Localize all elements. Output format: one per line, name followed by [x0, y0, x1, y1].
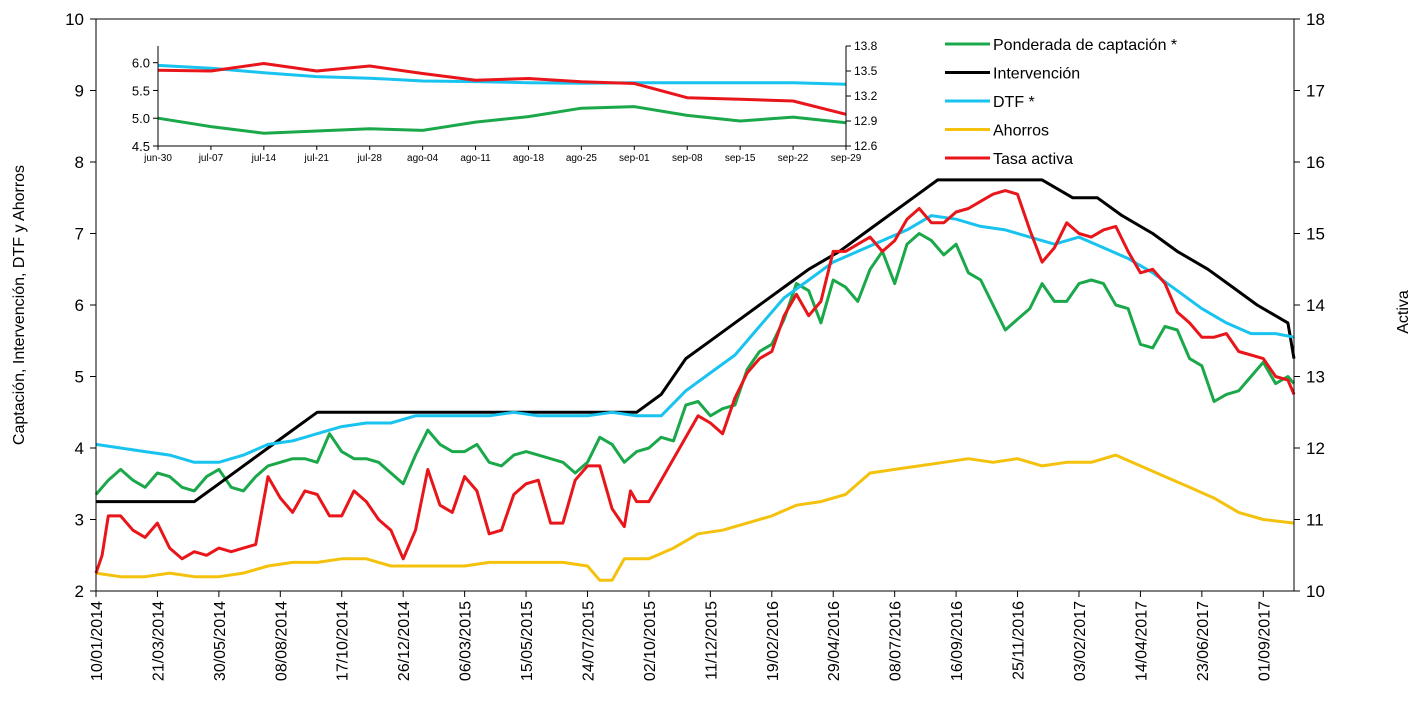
inset-x-axis: jun-30 jul-07 jul-14 jul-21 jul-28 ago-04 ago-…: [143, 146, 862, 164]
left-tick-label: 7: [75, 225, 84, 244]
inset-left-tick-label: 4.5: [132, 139, 150, 154]
inset-x-tick-label: sep-01: [619, 153, 650, 164]
x-tick-label: 30/05/2014: [212, 601, 229, 681]
x-tick-label: 06/03/2015: [458, 601, 475, 681]
inset-series-line-2: [157, 62, 847, 116]
x-tick-label: 21/03/2014: [150, 601, 167, 681]
main-x-axis: 10/01/2014 21/03/2014 30/05/2014 08/08/2014…: [89, 591, 1273, 681]
left-axis-label: Captación, Intervención, DTF y Ahorros: [11, 165, 28, 445]
left-tick-label: 2: [75, 582, 84, 601]
inset-left-tick-label: 5.5: [132, 83, 150, 98]
main-series-group: [94, 178, 1296, 582]
right-axis-label: Activa: [1395, 290, 1412, 334]
series-line-tasa-activa: [94, 189, 1296, 574]
right-tick-label: 14: [1306, 296, 1325, 315]
main-left-axis: 2 3 4 5 6 7 8 9 10: [65, 10, 96, 601]
legend-label-dtf: DTF *: [993, 94, 1035, 111]
left-tick-label: 10: [65, 10, 84, 29]
inset-right-axis: 12.6 12.9 13.2 13.5 13.8: [846, 39, 878, 153]
x-tick-label: 14/04/2017: [1133, 601, 1150, 681]
inset-x-tick-label: sep-08: [672, 153, 703, 164]
x-tick-label: 26/12/2014: [396, 601, 413, 681]
x-tick-label: 11/12/2015: [703, 601, 720, 680]
left-tick-label: 5: [75, 368, 84, 387]
inset-right-tick-label: 13.8: [854, 39, 878, 53]
inset-x-tick-label: ago-04: [407, 153, 439, 164]
inset-x-tick-label: ago-18: [513, 153, 545, 164]
inset-x-tick-label: jul-21: [304, 153, 330, 164]
right-tick-label: 18: [1306, 10, 1325, 29]
right-tick-label: 12: [1306, 439, 1325, 458]
right-tick-label: 10: [1306, 582, 1325, 601]
legend-label-ahorros: Ahorros: [993, 123, 1049, 140]
legend-label-ponderada-de-captacion: Ponderada de captación *: [993, 37, 1177, 54]
x-tick-label: 25/11/2016: [1011, 601, 1028, 680]
inset-right-tick-label: 13.2: [854, 89, 878, 103]
left-tick-label: 3: [75, 511, 84, 530]
inset-left-axis: 4.5 5.0 5.5 6.0: [132, 56, 158, 154]
x-tick-label: 01/09/2017: [1256, 601, 1273, 681]
inset-series-group: [157, 62, 847, 135]
series-line-ponderada-de-captacion: [94, 232, 1296, 496]
x-tick-label: 10/01/2014: [89, 601, 106, 681]
inset-plot: 4.5 5.0 5.5 6.0 12.6 12.9 13.2 13.5 13.8 jun-30…: [132, 39, 878, 164]
series-line-ahorros: [95, 453, 1295, 582]
x-tick-label: 19/02/2016: [765, 601, 782, 681]
left-tick-label: 9: [75, 82, 84, 101]
inset-left-tick-label: 6.0: [132, 56, 150, 71]
right-tick-label: 13: [1306, 368, 1325, 387]
inset-x-tick-label: sep-29: [831, 153, 862, 164]
x-tick-label: 03/02/2017: [1072, 601, 1089, 681]
x-tick-label: 08/07/2016: [888, 601, 905, 681]
x-tick-label: 02/10/2015: [642, 601, 659, 681]
inset-series-line-0: [157, 105, 847, 135]
x-tick-label: 24/07/2015: [581, 601, 598, 681]
left-tick-label: 8: [75, 153, 84, 172]
left-tick-label: 4: [75, 439, 84, 458]
inset-x-tick-label: jun-30: [143, 153, 172, 164]
inset-x-tick-label: jul-14: [251, 153, 277, 164]
x-tick-label: 16/09/2016: [949, 601, 966, 681]
inset-x-tick-label: jul-28: [356, 153, 382, 164]
inset-x-tick-label: sep-22: [778, 153, 809, 164]
right-tick-label: 11: [1306, 511, 1324, 530]
x-tick-label: 17/10/2014: [335, 601, 352, 681]
legend-label-intervencion: Intervención: [993, 66, 1080, 83]
legend-label-tasa-activa: Tasa activa: [993, 151, 1073, 168]
inset-background: [158, 46, 846, 146]
inset-right-tick-label: 12.9: [854, 114, 878, 128]
inset-x-tick-label: sep-15: [725, 153, 756, 164]
inset-right-tick-label: 13.5: [854, 64, 878, 78]
left-tick-label: 6: [75, 296, 84, 315]
legend: Ponderada de captación * Intervención DTF …: [945, 37, 1177, 168]
inset-x-tick-label: jul-07: [198, 153, 224, 164]
inset-series-line-1: [157, 63, 847, 86]
x-tick-label: 08/08/2014: [273, 601, 290, 681]
right-tick-label: 15: [1306, 225, 1325, 244]
inset-left-tick-label: 5.0: [132, 111, 150, 126]
inset-x-tick-label: ago-25: [566, 153, 598, 164]
main-plot: 2 3 4 5 6 7 8 9 10 10 11 12 13 14 15 16 17 18 10/01/2014…: [11, 10, 1412, 681]
x-tick-label: 29/04/2016: [826, 601, 843, 681]
inset-x-tick-label: ago-11: [460, 153, 491, 164]
x-tick-label: 23/06/2017: [1195, 601, 1212, 681]
series-line-dtf: [95, 214, 1295, 464]
right-tick-label: 16: [1306, 153, 1325, 172]
main-right-axis: 10 11 12 13 14 15 16 17 18: [1294, 10, 1325, 601]
inset-right-tick-label: 12.6: [854, 139, 878, 153]
x-tick-label: 15/05/2015: [519, 601, 536, 681]
right-tick-label: 17: [1306, 82, 1325, 101]
